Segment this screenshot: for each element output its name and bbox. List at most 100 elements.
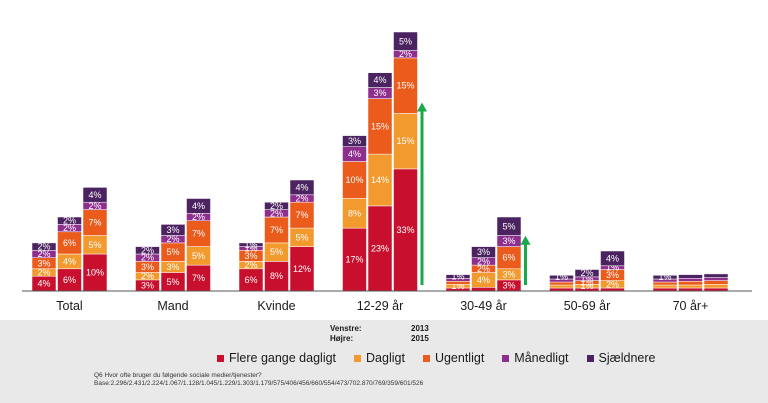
x-tick-label: 50-69 år: [564, 299, 611, 313]
bar-segment-flere-gange-dagligt-kvinde-2015: [289, 246, 315, 292]
bar-segment-ugentligt-70-r-2015: [703, 280, 729, 285]
data-label: 15%: [371, 121, 389, 131]
bar-segment-ugentligt-12-29-r-2015: [393, 57, 418, 114]
data-label: 2%: [244, 260, 257, 270]
bar-segment-sj-ldnere-70-r-2015: [703, 273, 729, 278]
data-label: 5%: [270, 247, 283, 257]
data-label: 6%: [244, 275, 257, 285]
left-year-value: 2013: [411, 324, 429, 333]
bar-segment-flere-gange-dagligt-kvinde-2014: [264, 261, 289, 292]
legend-swatch: [586, 354, 594, 362]
data-label: 3%: [37, 258, 50, 268]
data-label: 10%: [345, 175, 363, 185]
bar-segment-dagligt-70-r-2015: [703, 284, 729, 289]
data-label: 12%: [293, 264, 311, 274]
bar-segment-dagligt-50-69-r-2013: [549, 284, 574, 289]
data-label: 1%: [580, 274, 593, 284]
bar-segment-sj-ldnere-50-69-r-2013: [549, 275, 574, 280]
x-tick-label: 30-49 år: [460, 299, 507, 313]
data-label: 2%: [580, 268, 593, 278]
data-label: 2%: [63, 223, 76, 233]
data-label: 7%: [192, 273, 205, 283]
bar-segment-ugentligt-30-49-r-2013: [445, 281, 471, 285]
data-label: 7%: [295, 210, 308, 220]
data-label: 3%: [373, 88, 386, 98]
data-label: 2%: [141, 253, 154, 263]
data-label: 8%: [270, 271, 283, 281]
data-label: 7%: [88, 218, 101, 228]
bar-segment-sj-ldnere-kvinde-2014: [264, 201, 289, 210]
data-label: 15%: [396, 136, 414, 146]
data-label: 3%: [502, 280, 515, 290]
data-label: 2%: [399, 49, 412, 59]
data-label: 4%: [63, 256, 76, 266]
data-label: 2%: [477, 264, 490, 274]
legend-item-dagligt: Dagligt: [354, 351, 405, 365]
legend-item-ugentligt: Ugentligt: [422, 351, 485, 365]
bar-segment-sj-ldnere-12-29-r-2015: [393, 31, 418, 51]
data-label: 33%: [396, 225, 414, 235]
data-label: 2%: [141, 271, 154, 281]
data-label: 1%: [606, 263, 619, 273]
bar-segment-sj-ldnere-mand-2013: [135, 246, 160, 255]
legend-item-m-nedligt: Månedligt: [502, 351, 569, 365]
x-tick-label: Total: [56, 299, 82, 313]
data-label: 4%: [88, 190, 101, 200]
legend-swatch: [502, 354, 510, 362]
data-label: 6%: [63, 275, 76, 285]
legend-item-flere-gange-dagligt: Flere gange dagligt: [217, 351, 336, 365]
right-year-label: Højre:: [330, 334, 354, 343]
data-label: 3%: [166, 262, 179, 272]
data-label: 1%: [244, 240, 257, 250]
data-label: 5%: [88, 240, 101, 250]
bar-segment-dagligt-12-29-r-2015: [393, 113, 418, 170]
x-tick-label: 12-29 år: [357, 299, 404, 313]
bar-segment-ugentligt-total-2015: [82, 209, 108, 236]
data-label: 3%: [166, 225, 179, 235]
data-label: 3%: [141, 262, 154, 272]
x-tick-label: Mand: [157, 299, 188, 313]
data-label: 23%: [371, 243, 389, 253]
data-label: 17%: [345, 255, 363, 265]
data-label: 14%: [371, 175, 389, 185]
data-label: 8%: [348, 208, 361, 218]
data-label: 5%: [399, 36, 412, 46]
bar-segment-sj-ldnere-kvinde-2015: [289, 179, 315, 196]
data-label: 4%: [295, 182, 308, 192]
data-label: 4%: [37, 279, 50, 289]
bar-segment-dagligt-12-29-r-2013: [342, 198, 367, 229]
data-label: 1%: [451, 281, 464, 291]
legend-swatch: [217, 354, 224, 362]
legend-swatch: [354, 354, 362, 362]
data-label: 1%: [244, 243, 257, 253]
bar-segment-ugentligt-70-r-2014: [678, 281, 703, 286]
legend: Flere gange dagligt Dagligt Ugentligt Måned…: [217, 351, 655, 365]
x-tick-label: Kvinde: [257, 299, 295, 313]
data-label: 2%: [270, 201, 283, 211]
trend-arrow-head: [417, 102, 427, 112]
data-label: 3%: [502, 269, 515, 279]
bar-segment-sj-ldnere-70-r-2014: [678, 274, 703, 279]
bar-segment-sj-ldnere-mand-2015: [186, 198, 211, 214]
data-label: 6%: [63, 238, 76, 248]
data-label: 4%: [192, 201, 205, 211]
bar-segment-dagligt-70-r-2013: [652, 284, 678, 289]
data-label: 3%: [348, 136, 361, 146]
data-label: 4%: [477, 275, 490, 285]
bar-segment-m-nedligt-70-r-2015: [703, 277, 729, 281]
bar-segment-sj-ldnere-50-69-r-2015: [600, 250, 625, 267]
bar-segment-sj-ldnere-30-49-r-2015: [496, 216, 522, 236]
legend-label: Ugentligt: [434, 351, 485, 365]
legend-label: Sjældnere: [598, 351, 656, 365]
data-label: 2%: [295, 194, 308, 204]
data-label: 1%: [580, 281, 593, 291]
data-label: 1%: [580, 277, 593, 287]
legend-label: Månedligt: [514, 351, 569, 365]
data-label: 5%: [295, 232, 308, 242]
bar-segment-ugentligt-50-69-r-2013: [549, 281, 574, 286]
bar-segment-ugentligt-kvinde-2015: [289, 201, 315, 229]
bar-segment-ugentligt-kvinde-2014: [264, 216, 289, 244]
data-label: 3%: [244, 251, 257, 261]
data-label: 2%: [37, 249, 50, 259]
data-label: 3%: [141, 280, 154, 290]
